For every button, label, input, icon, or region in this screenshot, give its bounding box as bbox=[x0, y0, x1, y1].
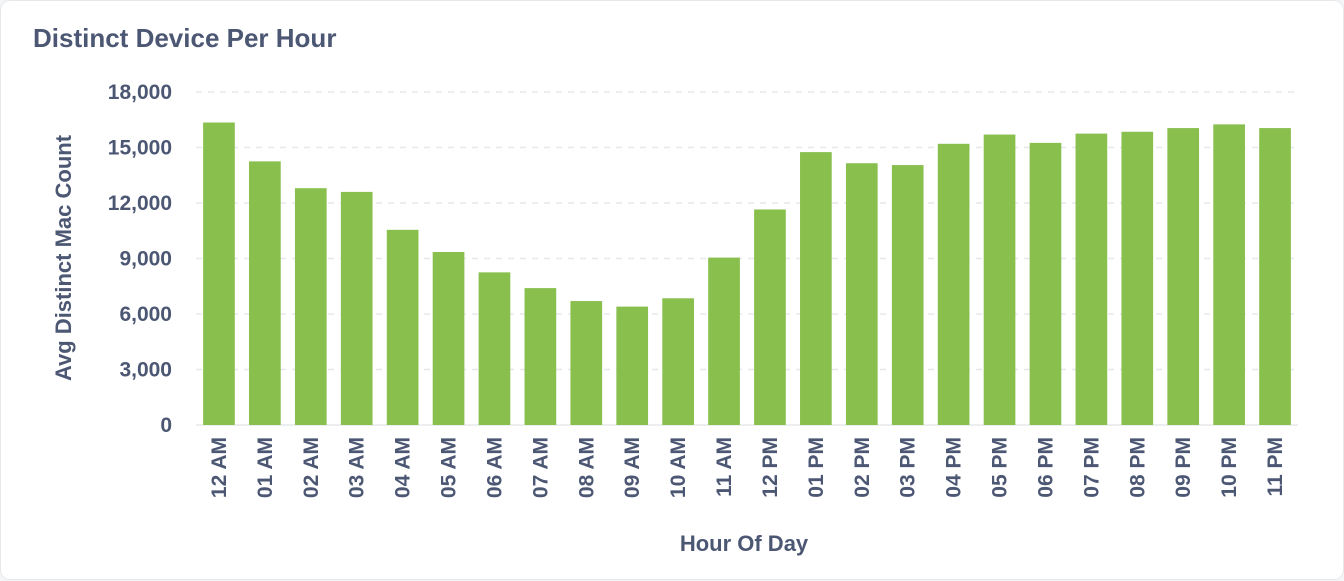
bar[interactable] bbox=[386, 229, 419, 425]
bar[interactable] bbox=[754, 209, 786, 425]
x-tick-label: 05 PM bbox=[989, 437, 1012, 498]
x-tick-label: 02 AM bbox=[300, 437, 323, 498]
x-tick-label: 09 AM bbox=[621, 437, 644, 498]
y-tick-label: 12,000 bbox=[108, 192, 172, 215]
bar[interactable] bbox=[294, 188, 327, 425]
bar[interactable] bbox=[937, 143, 970, 426]
bar[interactable] bbox=[249, 161, 281, 425]
bar[interactable] bbox=[983, 134, 1016, 426]
x-axis-ticks: 12 AM 01 AM 02 AM 03 AM 04 AM 05 AM 06 AM 07 AM… bbox=[208, 437, 1287, 498]
y-axis-label: Avg Distinct Mac Count bbox=[51, 134, 76, 381]
bar[interactable] bbox=[478, 272, 511, 425]
bar[interactable] bbox=[1121, 131, 1154, 425]
x-tick-label: 11 AM bbox=[713, 437, 736, 497]
x-tick-label: 07 PM bbox=[1080, 437, 1103, 498]
x-tick-label: 09 PM bbox=[1172, 437, 1195, 498]
x-tick-label: 07 AM bbox=[529, 437, 552, 498]
y-tick-label: 6,000 bbox=[119, 303, 172, 326]
x-tick-label: 10 AM bbox=[667, 437, 690, 498]
bar[interactable] bbox=[845, 163, 878, 425]
x-tick-label: 08 AM bbox=[575, 437, 598, 498]
y-tick-label: 15,000 bbox=[108, 137, 172, 160]
x-tick-label: 12 PM bbox=[759, 437, 782, 498]
x-tick-label: 05 AM bbox=[438, 437, 461, 498]
x-tick-label: 03 PM bbox=[897, 437, 920, 498]
bar[interactable] bbox=[1213, 124, 1245, 425]
bar[interactable] bbox=[340, 191, 373, 425]
x-tick-label: 04 AM bbox=[392, 437, 415, 498]
x-tick-label: 11 PM bbox=[1264, 437, 1287, 497]
y-tick-label: 0 bbox=[160, 414, 172, 437]
bar[interactable] bbox=[1029, 142, 1062, 425]
x-axis-label: Hour Of Day bbox=[680, 531, 809, 556]
bar[interactable] bbox=[203, 122, 235, 426]
x-tick-label: 02 PM bbox=[851, 437, 874, 498]
chart-title: Distinct Device Per Hour bbox=[33, 23, 337, 53]
x-tick-label: 10 PM bbox=[1218, 437, 1241, 498]
bar[interactable] bbox=[616, 306, 649, 425]
x-tick-label: 12 AM bbox=[208, 437, 231, 498]
bar[interactable] bbox=[524, 288, 557, 425]
x-tick-label: 06 AM bbox=[483, 437, 506, 498]
bar[interactable] bbox=[662, 298, 694, 425]
bar[interactable] bbox=[1075, 133, 1108, 425]
x-tick-label: 08 PM bbox=[1126, 437, 1149, 498]
y-tick-label: 18,000 bbox=[108, 81, 172, 104]
bar[interactable] bbox=[800, 152, 832, 425]
bar[interactable] bbox=[708, 257, 740, 425]
x-tick-label: 01 PM bbox=[805, 437, 828, 498]
grid-lines bbox=[196, 91, 1298, 426]
x-tick-label: 04 PM bbox=[943, 437, 966, 498]
bar[interactable] bbox=[1259, 128, 1291, 425]
bars bbox=[203, 122, 1291, 426]
bar[interactable] bbox=[1167, 128, 1200, 425]
x-tick-label: 01 AM bbox=[254, 437, 277, 498]
x-tick-label: 06 PM bbox=[1034, 437, 1057, 498]
x-tick-label: 03 AM bbox=[346, 437, 369, 498]
bar[interactable] bbox=[432, 252, 465, 425]
y-axis-ticks: 0 3,000 6,000 9,000 12,000 15,000 18,000 bbox=[108, 81, 172, 437]
y-tick-label: 3,000 bbox=[119, 359, 172, 382]
bar[interactable] bbox=[570, 301, 603, 425]
bar[interactable] bbox=[891, 165, 924, 425]
y-tick-label: 9,000 bbox=[119, 248, 172, 271]
